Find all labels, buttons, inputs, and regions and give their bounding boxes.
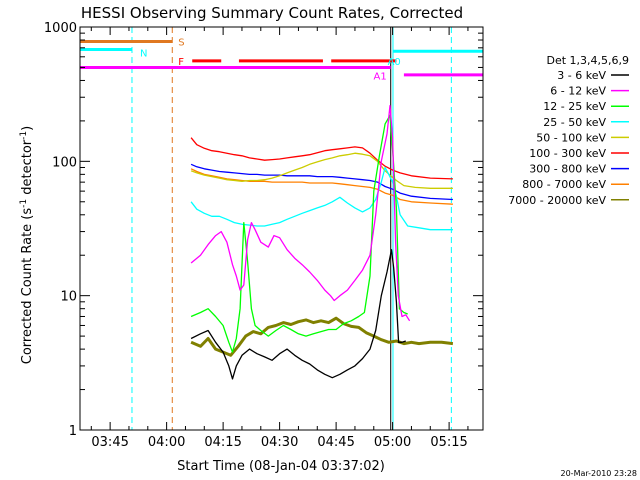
x-tick-label: 05:00 xyxy=(374,435,411,450)
x-tick-label: 03:45 xyxy=(91,435,128,450)
flag-label-2: F xyxy=(178,57,184,68)
y-axis-label: Corrected Count Rate (s-1 detector-1) xyxy=(19,126,35,364)
series-line-2 xyxy=(190,114,408,353)
series-line-1 xyxy=(190,104,411,322)
x-tick-label: 04:45 xyxy=(317,435,354,450)
legend-entry-label-2: 12 - 25 keV xyxy=(543,100,606,113)
legend-entry-label-8: 7000 - 20000 keV xyxy=(508,194,606,207)
series-line-0 xyxy=(190,249,407,380)
y-axis-label-sup1: -1 xyxy=(19,199,29,208)
flag-label-4: A1 xyxy=(374,71,387,82)
y-axis-label-close: ) xyxy=(20,126,35,131)
footer-timestamp: 20-Mar-2010 23:28 xyxy=(561,469,638,478)
legend-header: Det 1,3,4,5,6,9 xyxy=(546,54,629,67)
axes: 03:45 04:00 04:15 04:30 04:45 05:00 05:15 1 10 10… xyxy=(44,21,484,450)
legend-entry-label-0: 3 - 6 keV xyxy=(557,69,606,82)
y-axis-label-main: Corrected Count Rate (s xyxy=(20,208,35,365)
chart-title: HESSI Observing Summary Count Rates, Cor… xyxy=(81,4,463,22)
series-line-3 xyxy=(190,166,453,231)
x-tick-label: 04:30 xyxy=(261,435,298,450)
series-line-8 xyxy=(190,316,454,357)
x-axis-label: Start Time (08-Jan-04 03:37:02) xyxy=(177,459,385,474)
y-axis-label-mid: detector xyxy=(20,139,35,199)
flag-label-1: N xyxy=(140,48,147,59)
axes-frame xyxy=(79,26,484,431)
legend-entry-label-5: 100 - 300 keV xyxy=(529,147,606,160)
flag-label-0: S xyxy=(178,37,184,48)
y-axis-label-sup2: -1 xyxy=(19,131,29,140)
series-line-5 xyxy=(190,137,453,180)
x-tick-label: 04:15 xyxy=(204,435,241,450)
legend-entry-label-4: 50 - 100 keV xyxy=(536,131,606,144)
legend-entry-label-6: 300 - 800 keV xyxy=(529,163,606,176)
y-tick-label: 1000 xyxy=(44,21,77,36)
flag-label-3: A0 xyxy=(388,57,401,68)
legend-entry-label-1: 6 - 12 keV xyxy=(550,85,606,98)
y-tick-label: 10 xyxy=(60,290,77,305)
legend-entry-label-7: 800 - 7000 keV xyxy=(522,178,606,191)
legend-entry-label-3: 25 - 50 keV xyxy=(543,116,606,129)
svg-text:Corrected Count Rate (s-1 dete: Corrected Count Rate (s-1 detector-1) xyxy=(19,126,35,364)
y-tick-label: 1 xyxy=(69,424,77,439)
legend: Det 1,3,4,5,6,9 3 - 6 keV 6 - 12 keV 12 - … xyxy=(508,54,629,207)
x-tick-label: 04:00 xyxy=(148,435,185,450)
y-tick-label: 100 xyxy=(52,155,77,170)
series-line-7 xyxy=(190,168,453,205)
series-line-6 xyxy=(190,163,453,201)
x-tick-label: 05:15 xyxy=(430,435,467,450)
